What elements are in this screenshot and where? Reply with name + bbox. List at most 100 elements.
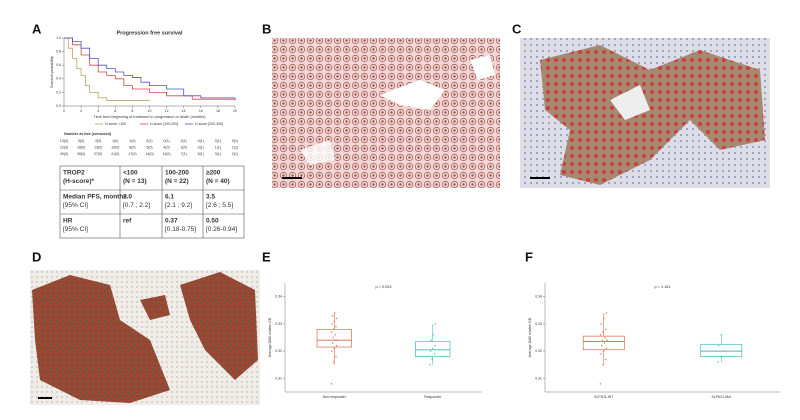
table-cell: [95% CI] (63, 226, 88, 233)
x-tick-label: 2 (80, 109, 82, 113)
legend-label: H-score <100 (105, 122, 126, 126)
table-cell: [95% CI] (63, 202, 88, 209)
image-b (272, 38, 500, 188)
data-point (331, 350, 333, 352)
risk-count: 1(1) (215, 145, 221, 149)
data-point (331, 314, 334, 317)
data-point (602, 317, 605, 320)
risk-count: 5(0) (78, 139, 84, 143)
table-cell: ≥200 (206, 170, 221, 177)
x-tick-label: SLFN11-Mut (711, 395, 731, 399)
table-cell: (N = 40) (206, 178, 230, 185)
table-cell: [0.18-0.75] (165, 226, 196, 233)
data-point (604, 328, 607, 331)
data-point (429, 350, 432, 352)
risk-count: 11(0) (163, 152, 171, 156)
x-tick-label: 16 (199, 109, 203, 113)
risk-count: 1(1) (232, 145, 238, 149)
survival-curve (64, 37, 236, 101)
data-point (432, 333, 435, 336)
survival-curve (64, 37, 236, 100)
risk-count: 1(0) (112, 139, 118, 143)
data-point (602, 350, 605, 352)
x-tick-label: 4 (97, 109, 99, 113)
table-cell: [2.6 ; 5.5] (206, 202, 233, 209)
data-point (431, 358, 433, 361)
panel-label: D (32, 249, 41, 264)
x-tick-label: 12 (165, 109, 169, 113)
y-tick-label: 0.34 (535, 295, 542, 299)
y-axis-label: Average DAB relative OD (268, 317, 272, 357)
data-point (717, 361, 719, 363)
data-point (330, 383, 333, 385)
y-tick-label: 0.2 (56, 90, 61, 94)
y-tick-label: 0.8 (56, 50, 61, 54)
data-point (335, 325, 337, 328)
risk-count: 0(1) (232, 139, 238, 143)
risk-count: 1(0) (129, 139, 135, 143)
data-point (334, 339, 336, 342)
data-point (603, 342, 606, 344)
data-point (434, 323, 437, 325)
table-cell: TROP2 (63, 170, 85, 177)
y-tick-label: 0.4 (56, 77, 61, 81)
data-point (599, 333, 602, 336)
risk-count: 10(0) (111, 145, 119, 149)
survival-curve (64, 37, 150, 101)
data-point (430, 339, 432, 342)
risk-count: 0(1) (163, 139, 169, 143)
y-tick-label: 0.33 (535, 322, 542, 326)
data-point (433, 353, 436, 355)
data-point (330, 331, 333, 333)
data-point (600, 353, 602, 355)
box (316, 328, 352, 348)
risk-count: 2(0) (95, 139, 101, 143)
annotation: p = 0.053 (376, 285, 392, 289)
table-cell: 2.0 (123, 194, 132, 201)
risk-count: 22(0) (60, 145, 68, 149)
box (700, 343, 743, 357)
risk-count: 0(1) (181, 139, 187, 143)
x-tick-label: 6 (114, 109, 116, 113)
table-cell: (H-score)* (63, 178, 95, 185)
x-tick-label: 0 (63, 109, 65, 113)
table-cell: [2.1 ; 9.2] (165, 202, 192, 209)
table-cell: [0.7 ; 2.2] (123, 202, 150, 209)
table-cell: 100-200 (165, 170, 189, 177)
risk-count: 7(1) (181, 152, 187, 156)
data-point (717, 344, 720, 347)
data-point (335, 344, 338, 347)
data-point (331, 342, 334, 344)
panel-label: F (525, 249, 533, 264)
risk-count: 4(0) (163, 145, 169, 149)
risk-count: 3(1) (215, 152, 221, 156)
data-point (604, 336, 606, 339)
panel-label: B (262, 21, 271, 36)
risk-count: 2(1) (232, 152, 238, 156)
risk-count: 5(1) (198, 152, 204, 156)
data-point (605, 312, 608, 314)
data-point (604, 358, 607, 361)
data-point (431, 347, 434, 350)
risk-count: 35(0) (77, 152, 85, 156)
data-point (434, 344, 436, 347)
x-tick-label: 8 (131, 109, 133, 113)
data-point (720, 333, 723, 336)
risk-count: 5(0) (146, 145, 152, 149)
data-point (719, 355, 722, 358)
table-cell: HR (63, 218, 73, 225)
data-point (336, 339, 338, 342)
data-point (602, 331, 604, 333)
risk-count: 0(1) (146, 139, 152, 143)
risk-count: 14(0) (145, 152, 153, 156)
table-cell: 6.1 (165, 194, 174, 201)
data-point (334, 312, 336, 314)
risk-count: 3(0) (181, 145, 187, 149)
table-cell: [0.26-0.94] (206, 226, 237, 233)
data-point (600, 323, 602, 325)
table-cell: 0.37 (165, 218, 178, 225)
table-cell: 0.50 (206, 218, 219, 225)
legend-label: H-score [100-200] (150, 122, 178, 126)
y-tick-label: 0.0 (56, 104, 61, 108)
